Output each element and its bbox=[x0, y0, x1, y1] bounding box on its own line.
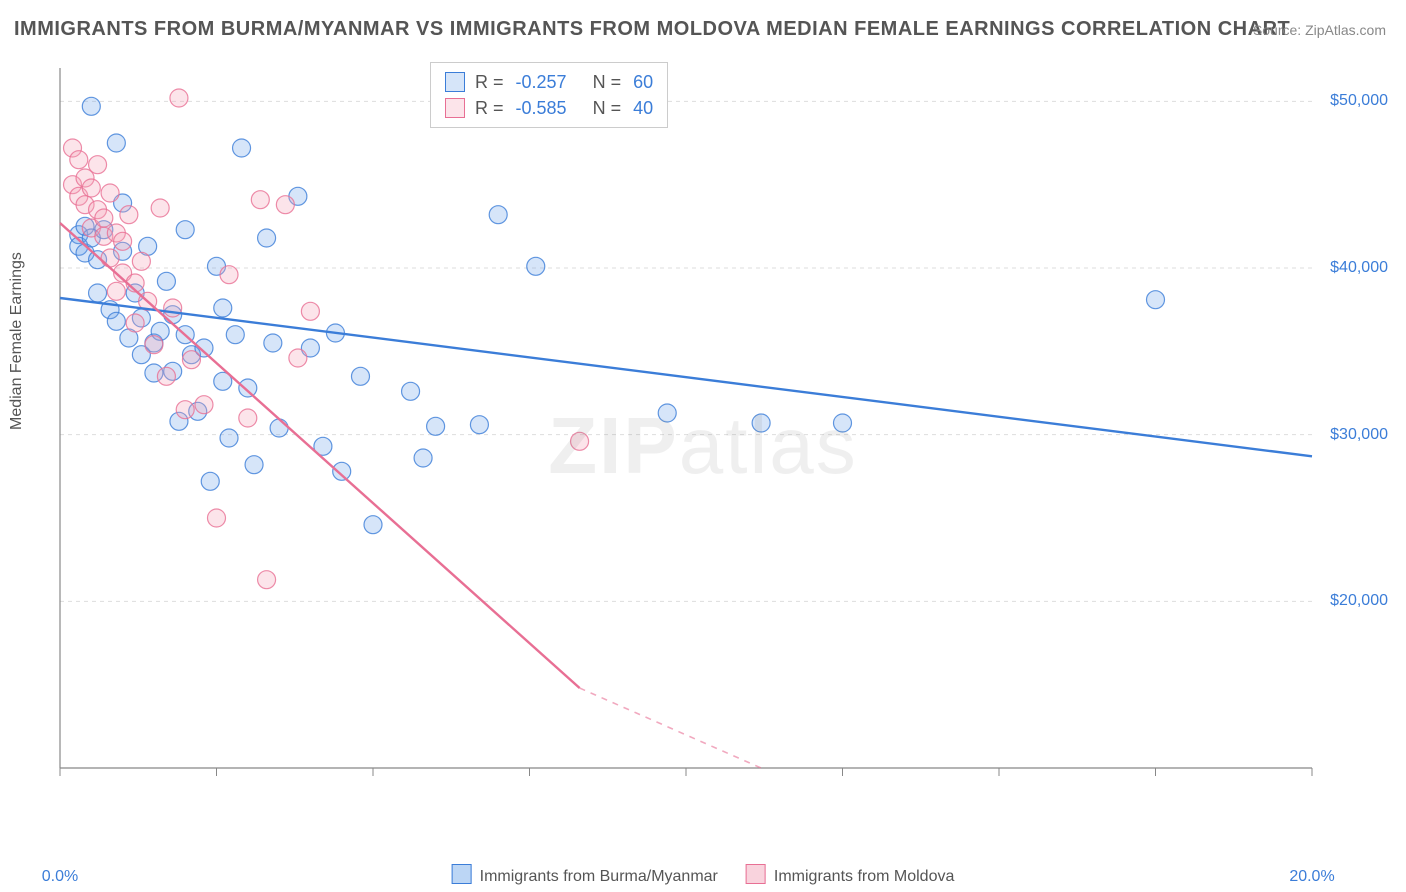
series-legend-item: Immigrants from Burma/Myanmar bbox=[452, 864, 718, 886]
correlation-legend: R = -0.257 N = 60 R = -0.585 N = 40 bbox=[430, 62, 668, 128]
legend-n-label: N = bbox=[593, 69, 622, 95]
series-legend-label: Immigrants from Burma/Myanmar bbox=[480, 868, 718, 885]
chart-container: IMMIGRANTS FROM BURMA/MYANMAR VS IMMIGRA… bbox=[0, 0, 1406, 892]
legend-swatch bbox=[452, 864, 472, 884]
y-tick-label: $20,000 bbox=[1330, 592, 1388, 610]
scatter-plot bbox=[52, 60, 1382, 810]
chart-title: IMMIGRANTS FROM BURMA/MYANMAR VS IMMIGRA… bbox=[14, 18, 1290, 41]
legend-n-value: 60 bbox=[633, 69, 653, 95]
legend-r-value: -0.585 bbox=[516, 95, 567, 121]
legend-swatch bbox=[445, 98, 465, 118]
series-legend-item: Immigrants from Moldova bbox=[746, 864, 955, 886]
legend-row: R = -0.257 N = 60 bbox=[445, 69, 653, 95]
y-tick-label: $50,000 bbox=[1330, 92, 1388, 110]
legend-swatch bbox=[445, 72, 465, 92]
legend-n-value: 40 bbox=[633, 95, 653, 121]
legend-r-label: R = bbox=[475, 95, 504, 121]
x-tick-label: 20.0% bbox=[1289, 868, 1334, 886]
x-tick-label: 0.0% bbox=[42, 868, 78, 886]
series-legend-label: Immigrants from Moldova bbox=[774, 868, 955, 885]
y-tick-label: $30,000 bbox=[1330, 426, 1388, 444]
y-tick-label: $40,000 bbox=[1330, 259, 1388, 277]
legend-r-label: R = bbox=[475, 69, 504, 95]
legend-r-value: -0.257 bbox=[516, 69, 567, 95]
y-axis-label: Median Female Earnings bbox=[8, 252, 26, 430]
legend-n-label: N = bbox=[593, 95, 622, 121]
series-legend: Immigrants from Burma/Myanmar Immigrants … bbox=[452, 864, 955, 886]
legend-swatch bbox=[746, 864, 766, 884]
legend-row: R = -0.585 N = 40 bbox=[445, 95, 653, 121]
source-label: Source: ZipAtlas.com bbox=[1253, 22, 1386, 38]
